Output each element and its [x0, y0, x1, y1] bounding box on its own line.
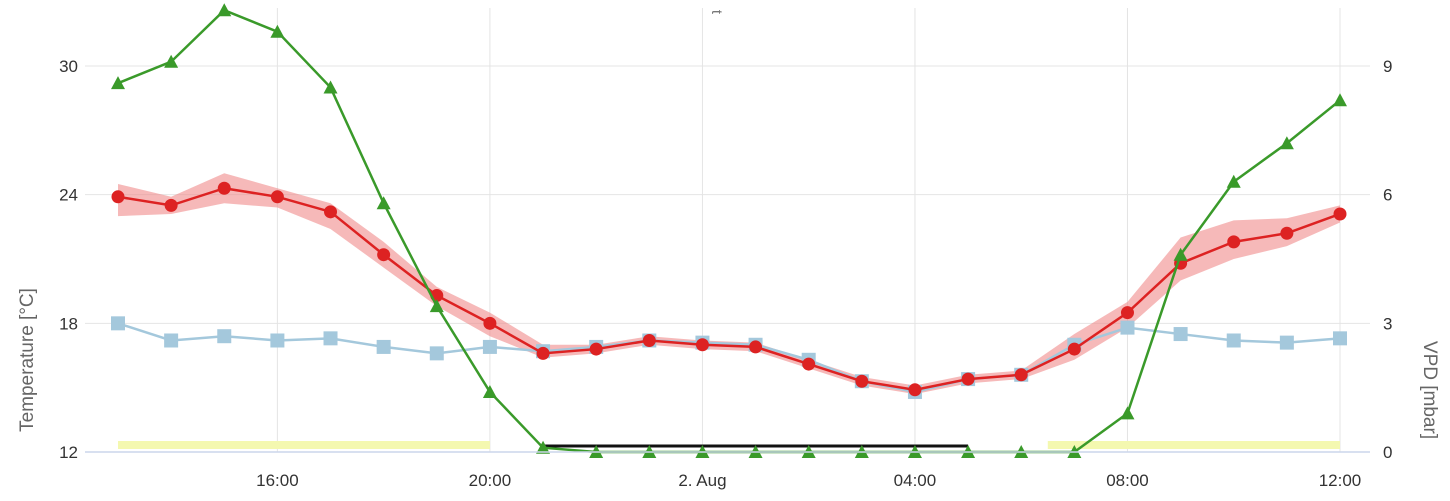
y-tick-label-left: 18	[59, 314, 78, 333]
vpd-marker	[483, 385, 497, 398]
temperature-marker	[590, 343, 603, 356]
temperature-marker	[802, 358, 815, 371]
yellow-band	[1048, 441, 1340, 449]
x-tick-label: 2. Aug	[678, 471, 726, 490]
temperature-range-band	[118, 173, 1340, 394]
temperature-marker	[962, 373, 975, 386]
square-marker	[111, 316, 125, 330]
y-tick-label-left: 24	[59, 186, 78, 205]
yellow-band	[118, 441, 490, 449]
vpd-marker	[270, 25, 284, 38]
temperature-marker	[1280, 227, 1293, 240]
series-layer	[111, 3, 1347, 458]
temperature-marker	[324, 205, 337, 218]
x-tick-label: 16:00	[256, 471, 299, 490]
temperature-marker	[696, 338, 709, 351]
y-tick-label-left: 12	[59, 443, 78, 462]
temperature-marker	[377, 248, 390, 261]
temperature-marker	[908, 383, 921, 396]
temperature-marker	[1121, 306, 1134, 319]
square-marker	[164, 333, 178, 347]
top-fragment-text: t	[708, 10, 725, 15]
y-tick-label-right: 0	[1383, 443, 1392, 462]
series-line-squares	[118, 323, 1340, 392]
vpd-line	[118, 10, 1340, 452]
x-tick-label: 08:00	[1106, 471, 1149, 490]
square-marker	[483, 340, 497, 354]
vpd-marker	[1120, 406, 1134, 419]
square-marker	[430, 346, 444, 360]
temperature-marker	[218, 182, 231, 195]
y-tick-label-right: 9	[1383, 57, 1392, 76]
square-marker	[217, 329, 231, 343]
square-marker	[1120, 321, 1134, 335]
square-marker	[324, 331, 338, 345]
x-tick-label: 20:00	[469, 471, 512, 490]
vpd-marker	[377, 196, 391, 209]
temperature-marker	[855, 375, 868, 388]
temperature-marker	[749, 340, 762, 353]
temperature-marker	[643, 334, 656, 347]
background-bands	[118, 441, 1340, 449]
temperature-marker	[165, 199, 178, 212]
y-axis-title-left: Temperature [°C]	[17, 288, 38, 432]
vpd-marker	[217, 3, 231, 16]
temperature-marker	[1334, 207, 1347, 220]
y-tick-label-right: 6	[1383, 186, 1392, 205]
square-marker	[1280, 336, 1294, 350]
y-tick-label-left: 30	[59, 57, 78, 76]
square-marker	[1227, 333, 1241, 347]
temperature-marker	[112, 190, 125, 203]
square-marker	[377, 340, 391, 354]
grid-lines	[85, 8, 1370, 452]
square-marker	[1333, 331, 1347, 345]
square-marker	[1174, 327, 1188, 341]
square-marker	[270, 333, 284, 347]
temperature-marker	[1068, 343, 1081, 356]
temperature-marker	[271, 190, 284, 203]
x-tick-label: 04:00	[894, 471, 937, 490]
y-tick-label-right: 3	[1383, 314, 1392, 333]
vpd-marker	[1333, 93, 1347, 106]
temperature-marker	[537, 347, 550, 360]
temperature-marker	[1015, 368, 1028, 381]
temperature-marker	[483, 317, 496, 330]
temperature-marker	[1227, 235, 1240, 248]
vpd-marker	[111, 76, 125, 89]
x-tick-label: 12:00	[1319, 471, 1362, 490]
y-axis-title-right: VPD [mbar]	[1419, 341, 1440, 439]
